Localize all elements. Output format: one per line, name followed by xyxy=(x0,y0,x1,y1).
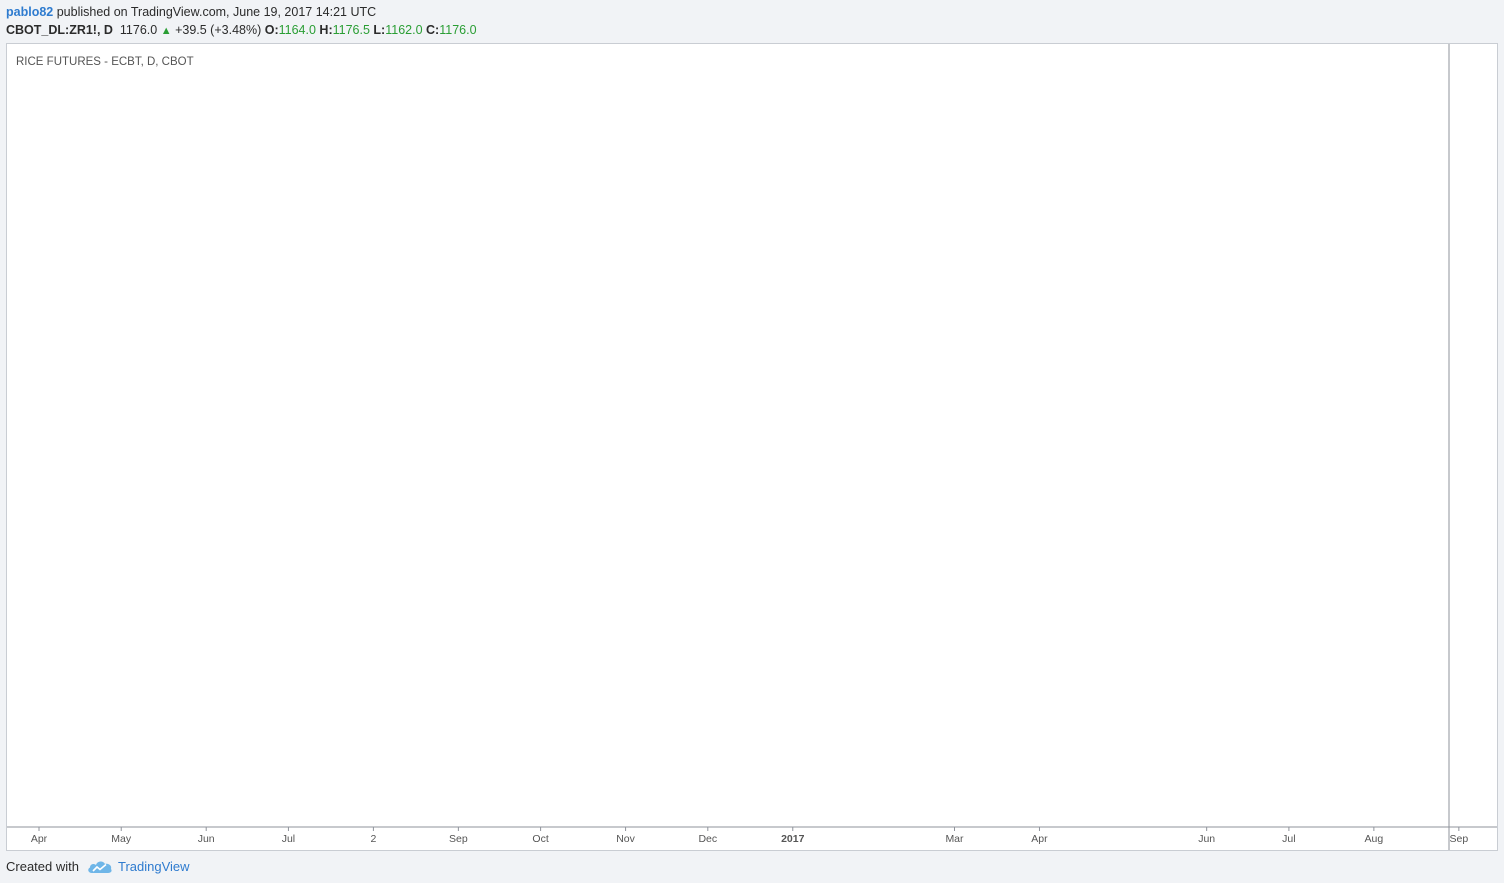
time-tick-label: May xyxy=(111,833,132,845)
author-link[interactable]: pablo82 xyxy=(6,5,54,19)
up-arrow-icon: ▲ xyxy=(160,25,172,37)
time-tick-label: Oct xyxy=(532,833,548,845)
symbol-name[interactable]: CBOT_DL:ZR1!, D xyxy=(6,23,113,37)
time-tick-label: Apr xyxy=(31,833,48,845)
high-value: 1176.5 xyxy=(332,23,370,37)
low-label: L: xyxy=(373,23,386,37)
chart-title: RICE FUTURES - ECBT, D, CBOT xyxy=(16,56,194,68)
open-value: 1164.0 xyxy=(278,23,316,37)
tradingview-brand-link[interactable]: TradingView xyxy=(87,857,190,877)
high-label: H: xyxy=(319,23,333,37)
time-tick-label: 2017 xyxy=(781,833,805,845)
brand-name: TradingView xyxy=(117,859,190,874)
time-tick-label: Jun xyxy=(1198,833,1215,845)
time-tick-label: Sep xyxy=(449,833,468,845)
price-change: +39.5 (+3.48%) xyxy=(175,23,262,37)
chart-header: pablo82 published on TradingView.com, Ju… xyxy=(6,3,1498,43)
created-with-text: Created with xyxy=(6,859,79,874)
publish-info: published on TradingView.com, June 19, 2… xyxy=(56,5,377,19)
time-tick-label: Sep xyxy=(1449,833,1468,845)
candlestick-chart[interactable]: 1340.01320.01300.01280.01260.01240.01220… xyxy=(7,44,1497,850)
last-price: 1176.0 xyxy=(119,23,158,37)
time-tick-label: 2 xyxy=(370,833,376,845)
time-tick-label: Jul xyxy=(282,833,295,845)
open-label: O: xyxy=(264,23,279,37)
time-tick-label: Jul xyxy=(1282,833,1295,845)
chart-panel[interactable]: 1340.01320.01300.01280.01260.01240.01220… xyxy=(6,43,1498,851)
time-tick-label: Aug xyxy=(1365,833,1384,845)
footer: Created with TradingView xyxy=(6,856,190,878)
publish-line: pablo82 published on TradingView.com, Ju… xyxy=(6,3,1498,21)
quote-line: CBOT_DL:ZR1!, D 1176.0 ▲ +39.5 (+3.48%) … xyxy=(6,21,1498,40)
close-value: 1176.0 xyxy=(439,23,477,37)
time-tick-label: Dec xyxy=(698,833,717,845)
time-tick-label: Jun xyxy=(198,833,215,845)
tradingview-cloud-icon xyxy=(88,861,112,873)
time-tick-label: Mar xyxy=(945,833,964,845)
low-value: 1162.0 xyxy=(385,23,423,37)
time-tick-label: Nov xyxy=(616,833,635,845)
close-label: C: xyxy=(426,23,440,37)
time-tick-label: Apr xyxy=(1031,833,1048,845)
